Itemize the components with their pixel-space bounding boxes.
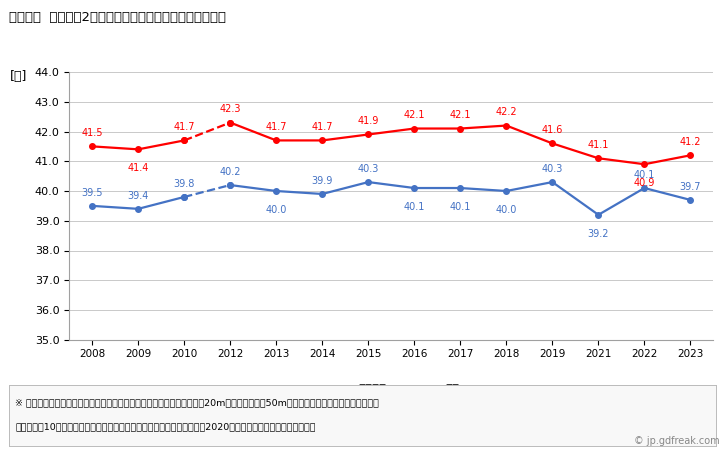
Text: 42.2: 42.2 bbox=[496, 107, 517, 117]
Text: 39.9: 39.9 bbox=[312, 176, 333, 186]
Text: 39.5: 39.5 bbox=[82, 188, 103, 198]
Text: [点]: [点] bbox=[9, 70, 27, 83]
Text: 41.2: 41.2 bbox=[680, 137, 701, 147]
Text: 41.7: 41.7 bbox=[173, 122, 195, 132]
Text: 39.7: 39.7 bbox=[680, 182, 701, 192]
Text: 39.8: 39.8 bbox=[173, 179, 195, 189]
Text: 41.5: 41.5 bbox=[82, 128, 103, 138]
Legend: 神奈川県, 全国: 神奈川県, 全国 bbox=[318, 378, 464, 400]
Text: 42.3: 42.3 bbox=[219, 104, 241, 114]
Text: 40.9: 40.9 bbox=[633, 178, 655, 188]
Text: 39.2: 39.2 bbox=[587, 229, 609, 238]
Text: 40.0: 40.0 bbox=[496, 205, 517, 215]
Text: の各種目を10点満点で評価した合計点。評価基準は全学年共通。なお、2020年はコロナ禍のため調査がない。: の各種目を10点満点で評価した合計点。評価基準は全学年共通。なお、2020年はコ… bbox=[15, 423, 316, 432]
Text: 41.6: 41.6 bbox=[542, 125, 563, 135]
Text: 39.4: 39.4 bbox=[127, 190, 149, 201]
Text: 41.4: 41.4 bbox=[127, 163, 149, 173]
Text: 40.0: 40.0 bbox=[266, 205, 287, 215]
Text: 42.1: 42.1 bbox=[450, 110, 471, 120]
Text: 40.3: 40.3 bbox=[357, 164, 379, 174]
Text: 41.7: 41.7 bbox=[312, 122, 333, 132]
Text: 41.7: 41.7 bbox=[266, 122, 287, 132]
Text: 40.1: 40.1 bbox=[450, 202, 471, 212]
Text: 41.1: 41.1 bbox=[587, 140, 609, 150]
Text: 41.9: 41.9 bbox=[357, 116, 379, 126]
Text: 40.2: 40.2 bbox=[219, 166, 241, 177]
Text: 42.1: 42.1 bbox=[403, 110, 425, 120]
Text: © jp.gdfreak.com: © jp.gdfreak.com bbox=[633, 436, 719, 446]
Text: 神奈川県  男子中学2年生の体力運動能力は向上しているか: 神奈川県 男子中学2年生の体力運動能力は向上しているか bbox=[9, 11, 226, 24]
Text: 40.1: 40.1 bbox=[633, 170, 655, 180]
Text: 40.3: 40.3 bbox=[542, 164, 563, 174]
Text: 40.1: 40.1 bbox=[403, 202, 425, 212]
Text: ※ 総合点は、握力、上体起こし、長座体前屈、反復横とび、持久走又は20mシャトルラン、50m走、立ち幅とび、ハンドボール投げ: ※ 総合点は、握力、上体起こし、長座体前屈、反復横とび、持久走又は20mシャトル… bbox=[15, 398, 379, 407]
